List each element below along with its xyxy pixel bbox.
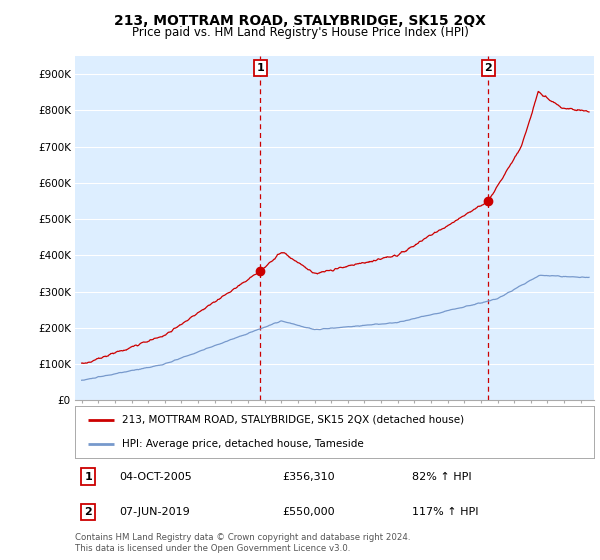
Text: 2: 2 bbox=[85, 507, 92, 517]
Text: £356,310: £356,310 bbox=[283, 472, 335, 482]
Text: 1: 1 bbox=[85, 472, 92, 482]
Text: 213, MOTTRAM ROAD, STALYBRIDGE, SK15 2QX: 213, MOTTRAM ROAD, STALYBRIDGE, SK15 2QX bbox=[114, 14, 486, 28]
Text: £550,000: £550,000 bbox=[283, 507, 335, 517]
Text: 04-OCT-2005: 04-OCT-2005 bbox=[119, 472, 192, 482]
Text: 07-JUN-2019: 07-JUN-2019 bbox=[119, 507, 190, 517]
Text: 117% ↑ HPI: 117% ↑ HPI bbox=[412, 507, 479, 517]
Text: 1: 1 bbox=[257, 63, 265, 73]
Text: 2: 2 bbox=[484, 63, 492, 73]
Text: Price paid vs. HM Land Registry's House Price Index (HPI): Price paid vs. HM Land Registry's House … bbox=[131, 26, 469, 39]
Text: 82% ↑ HPI: 82% ↑ HPI bbox=[412, 472, 472, 482]
Text: 213, MOTTRAM ROAD, STALYBRIDGE, SK15 2QX (detached house): 213, MOTTRAM ROAD, STALYBRIDGE, SK15 2QX… bbox=[122, 415, 464, 425]
Text: HPI: Average price, detached house, Tameside: HPI: Average price, detached house, Tame… bbox=[122, 438, 364, 449]
Text: Contains HM Land Registry data © Crown copyright and database right 2024.
This d: Contains HM Land Registry data © Crown c… bbox=[75, 533, 410, 553]
